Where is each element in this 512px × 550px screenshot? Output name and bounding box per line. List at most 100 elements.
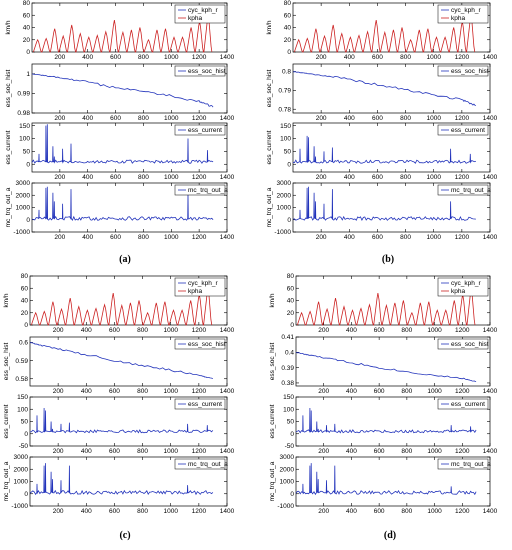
panel-caption: (a) xyxy=(119,254,131,265)
y-tick-label: 80 xyxy=(284,0,292,7)
x-tick-label: 1400 xyxy=(483,508,498,515)
subplot-b-1: 0 20 40 60 80 200 400 600 800 1000 1200 1400 km/h cyc… xyxy=(266,0,498,61)
y-tick-label: 0.4 xyxy=(285,350,294,357)
x-tick-label: 200 xyxy=(54,174,65,181)
x-tick-label: 400 xyxy=(344,174,355,181)
x-tick-label: 1000 xyxy=(426,54,441,61)
x-tick-label: 800 xyxy=(138,115,149,122)
x-tick-label: 1400 xyxy=(220,54,235,61)
legend-box xyxy=(174,277,226,297)
x-tick-label: 800 xyxy=(138,174,149,181)
x-tick-label: 200 xyxy=(54,115,65,122)
x-tick-label: 1000 xyxy=(163,327,178,334)
x-tick-label: 600 xyxy=(110,115,121,122)
y-tick-label: 150 xyxy=(17,394,28,401)
x-tick-label: 400 xyxy=(346,327,357,334)
x-tick-label: 600 xyxy=(374,508,385,515)
x-tick-label: 600 xyxy=(372,115,383,122)
series-kpha xyxy=(294,15,476,53)
x-tick-label: 400 xyxy=(344,115,355,122)
legend-entry: kpha xyxy=(451,15,465,22)
y-tick-label: 100 xyxy=(283,406,294,413)
y-tick-label: 1000 xyxy=(280,479,295,486)
y-tick-label: 60 xyxy=(23,12,31,19)
x-tick-label: 1400 xyxy=(483,234,498,241)
legend-entry: ess_soc_hist xyxy=(188,341,226,348)
y-tick-label: 0.58 xyxy=(15,376,28,383)
x-tick-label: 1400 xyxy=(220,115,235,122)
subplot-d-4: -1000 0 1000 2000 3000 200 400 600 800 1000 1200 14… xyxy=(269,454,498,515)
legend-box xyxy=(437,398,489,410)
legend-entry: kpha xyxy=(188,15,202,22)
legend-box xyxy=(437,277,489,297)
series-ess-current xyxy=(29,407,214,434)
series-mc-trq-out-a xyxy=(295,463,477,496)
y-tick-label: 150 xyxy=(280,123,291,130)
x-tick-label: 200 xyxy=(316,174,327,181)
legend: mc_trq_out_a xyxy=(437,458,491,470)
x-tick-label: 600 xyxy=(109,388,120,395)
legend-entry: cyc_kph_r xyxy=(188,280,218,287)
x-tick-label: 400 xyxy=(346,388,357,395)
x-tick-label: 400 xyxy=(82,54,93,61)
x-tick-label: 200 xyxy=(318,388,329,395)
y-tick-label: -1000 xyxy=(13,229,30,236)
legend: ess_soc_hist xyxy=(437,65,489,77)
x-tick-label: 1200 xyxy=(455,327,470,334)
legend-entry: ess_soc_hist xyxy=(451,68,489,75)
series-ess-soc-hist xyxy=(32,73,214,108)
x-tick-label: 1000 xyxy=(164,234,179,241)
legend: ess_current xyxy=(437,398,489,410)
x-tick-label: 200 xyxy=(53,448,64,455)
legend: mc_trq_out_a xyxy=(174,458,228,470)
x-tick-label: 1400 xyxy=(220,448,235,455)
x-tick-label: 200 xyxy=(53,388,64,395)
series-kpha xyxy=(297,288,476,326)
x-tick-label: 1200 xyxy=(192,508,207,515)
x-tick-label: 200 xyxy=(318,327,329,334)
x-tick-label: 400 xyxy=(81,508,92,515)
subplot-d-1: 0 20 40 60 80 200 400 600 800 1000 1200 1400 km/h cyc… xyxy=(269,273,498,334)
x-tick-label: 1200 xyxy=(455,115,470,122)
series-ess-current xyxy=(292,135,477,164)
y-tick-label: 0 xyxy=(26,161,30,168)
y-axis-label: km/h xyxy=(5,20,12,34)
subplot-a-4: -1000 0 1000 2000 3000 200 400 600 800 1000 1200 14… xyxy=(5,180,235,241)
y-tick-label: 1000 xyxy=(277,205,292,212)
y-tick-label: 80 xyxy=(287,273,295,280)
y-tick-label: 0 xyxy=(290,491,294,498)
legend-box xyxy=(437,124,489,136)
series-mc-trq-out-a xyxy=(292,186,476,222)
x-tick-label: 800 xyxy=(401,508,412,515)
legend-box xyxy=(437,184,489,196)
series-ess-soc-hist xyxy=(292,71,476,106)
y-axis-label: mc_trq_out_a xyxy=(5,187,12,227)
legend-box xyxy=(437,458,489,470)
x-tick-label: 600 xyxy=(372,234,383,241)
y-tick-label: 0.78 xyxy=(278,106,291,113)
y-tick-label: 2000 xyxy=(16,192,31,199)
y-tick-label: 100 xyxy=(280,136,291,143)
x-tick-label: 1200 xyxy=(192,388,207,395)
x-tick-label: 1200 xyxy=(455,448,470,455)
legend: mc_trq_out_a xyxy=(174,184,228,196)
x-tick-label: 200 xyxy=(53,508,64,515)
y-tick-label: 2000 xyxy=(277,192,292,199)
y-tick-label: 20 xyxy=(287,310,295,317)
x-tick-label: 1000 xyxy=(426,174,441,181)
y-tick-label: 60 xyxy=(21,285,29,292)
legend: ess_soc_hist xyxy=(174,338,226,350)
x-tick-label: 400 xyxy=(81,388,92,395)
y-tick-label: 20 xyxy=(23,37,31,44)
series-kpha xyxy=(33,15,213,53)
y-tick-label: 0 xyxy=(24,322,28,329)
subplot-b-2: 0.78 0.79 0.8 200 400 600 800 1000 1200 1400 ess_s… xyxy=(266,63,498,122)
subplot-c-3: -50 0 50 100 150 200 400 600 800 1000 1200 1400 ess_… xyxy=(3,394,235,455)
x-tick-label: 1400 xyxy=(483,174,498,181)
y-tick-label: 80 xyxy=(21,273,29,280)
y-tick-label: 0 xyxy=(24,431,28,438)
